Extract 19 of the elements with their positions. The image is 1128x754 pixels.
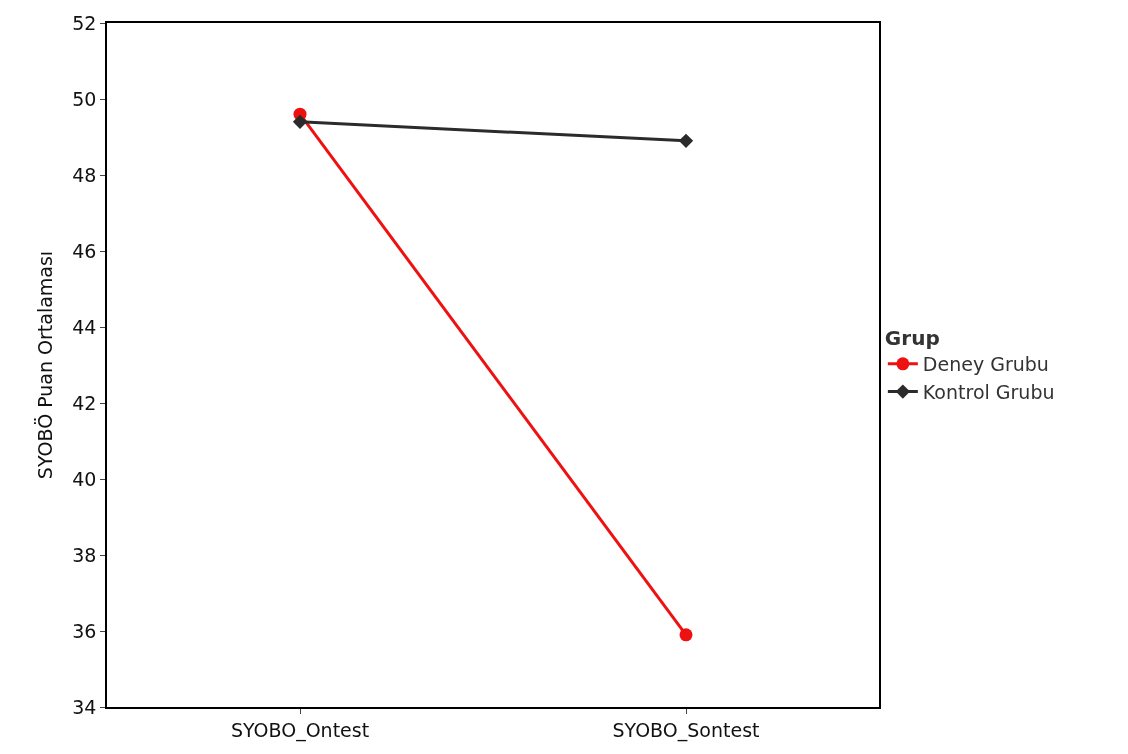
point: [678, 133, 694, 148]
y-tick-label: 36: [72, 619, 97, 642]
legend-label: Deney Grubu: [922, 353, 1049, 376]
y-tick-label: 50: [72, 87, 97, 110]
x-tick-label: SYOBO_Sontest: [612, 718, 760, 742]
point: [292, 114, 308, 129]
y-tick-label: 48: [72, 163, 97, 186]
y-tick-label: 42: [72, 391, 97, 414]
y-tick-label: 38: [72, 543, 97, 566]
x-tick-label: SYOBO_Ontest: [230, 718, 370, 742]
y-axis-title: SYOBÖ Puan Ortalaması: [33, 250, 56, 480]
legend-title: Grup: [884, 326, 940, 350]
y-tick-label: 46: [72, 239, 97, 262]
legend-label: Kontrol Grubu: [922, 380, 1055, 403]
y-tick-label: 34: [72, 695, 97, 718]
y-tick-label: 52: [72, 11, 97, 34]
point: [679, 628, 693, 642]
y-tick-label: 44: [72, 315, 97, 338]
y-tick-label: 40: [72, 467, 97, 490]
